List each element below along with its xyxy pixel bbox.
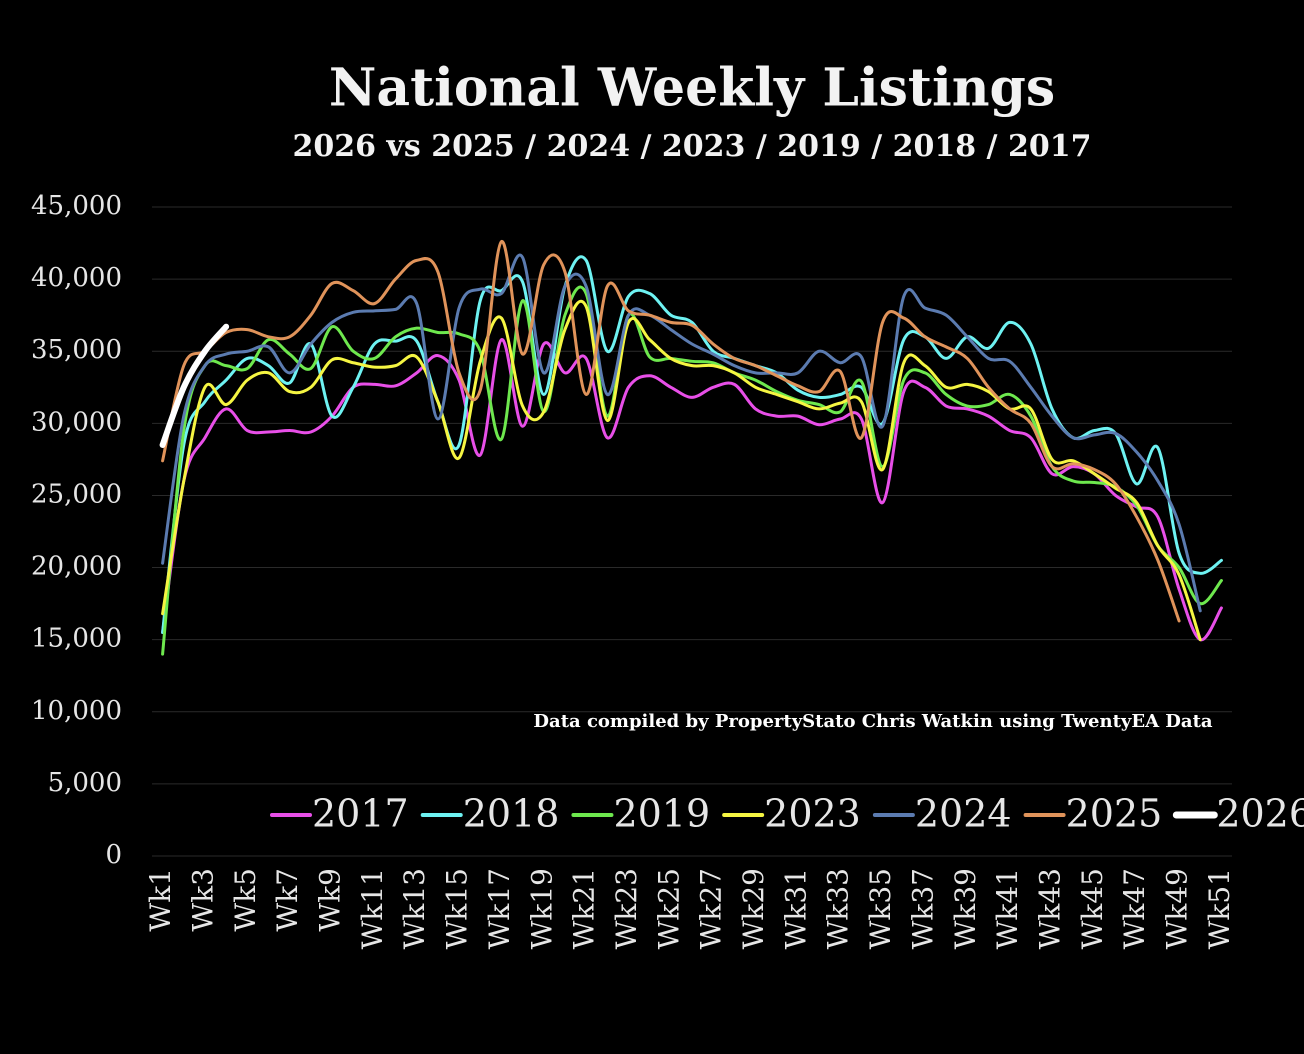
x-tick-label: Wk7 (271, 868, 304, 932)
x-tick-label: Wk43 (1034, 868, 1067, 949)
legend-label: 2018 (463, 792, 560, 836)
series-line (161, 253, 1202, 613)
x-tick-label: Wk21 (568, 868, 601, 949)
x-tick-label: Wk33 (822, 868, 855, 949)
x-tick-label: Wk25 (652, 868, 685, 949)
x-tick-label: Wk47 (1118, 868, 1151, 949)
x-tick-label: Wk9 (314, 868, 347, 932)
y-tick-label: 25,000 (31, 479, 122, 509)
y-tick-label: 0 (105, 840, 122, 870)
series-line (159, 323, 230, 448)
chart-subtitle: 2026 vs 2025 / 2024 / 2023 / 2019 / 2018… (293, 129, 1092, 164)
y-tick-label: 10,000 (31, 696, 122, 726)
x-tick-label: Wk49 (1161, 868, 1194, 949)
series-line (161, 299, 1202, 642)
x-tick-label: Wk27 (695, 868, 728, 949)
x-tick-label: Wk45 (1076, 868, 1109, 949)
y-tick-label: 40,000 (31, 263, 122, 293)
x-tick-label: Wk39 (949, 868, 982, 949)
legend-label: 2019 (613, 792, 710, 836)
y-tick-label: 35,000 (31, 335, 122, 365)
chart-title: National Weekly Listings (329, 58, 1055, 119)
x-tick-label: Wk13 (398, 868, 431, 949)
x-tick-label: Wk31 (779, 868, 812, 949)
x-tick-label: Wk1 (144, 868, 177, 932)
x-tick-label: Wk11 (356, 868, 389, 949)
annotation: Data compiled by PropertyStato Chris Wat… (533, 711, 1212, 732)
series-line (161, 338, 1223, 642)
x-tick-label: Wk23 (610, 868, 643, 949)
y-tick-label: 20,000 (31, 552, 122, 582)
legend-label: 2025 (1066, 792, 1163, 836)
x-tick-label: Wk37 (906, 868, 939, 949)
x-tick-label: Wk29 (737, 868, 770, 949)
x-tick-label: Wk19 (525, 868, 558, 949)
x-tick-label: Wk3 (186, 868, 219, 932)
legend-label: 2023 (764, 792, 861, 836)
series-line (161, 285, 1223, 656)
legend-label: 2026 (1216, 792, 1304, 836)
x-tick-label: Wk35 (864, 868, 897, 949)
y-tick-label: 45,000 (31, 191, 122, 221)
x-tick-label: Wk41 (991, 868, 1024, 949)
y-tick-label: 15,000 (31, 624, 122, 654)
x-tick-label: Wk5 (229, 868, 262, 932)
y-tick-label: 5,000 (48, 768, 122, 798)
series-line (161, 255, 1223, 634)
x-tick-label: Wk17 (483, 868, 516, 949)
y-tick-label: 30,000 (31, 407, 122, 437)
legend-label: 2024 (915, 792, 1012, 836)
series-line (161, 240, 1181, 623)
x-tick-label: Wk51 (1203, 868, 1236, 949)
legend-label: 2017 (312, 792, 409, 836)
x-tick-label: Wk15 (441, 868, 474, 949)
